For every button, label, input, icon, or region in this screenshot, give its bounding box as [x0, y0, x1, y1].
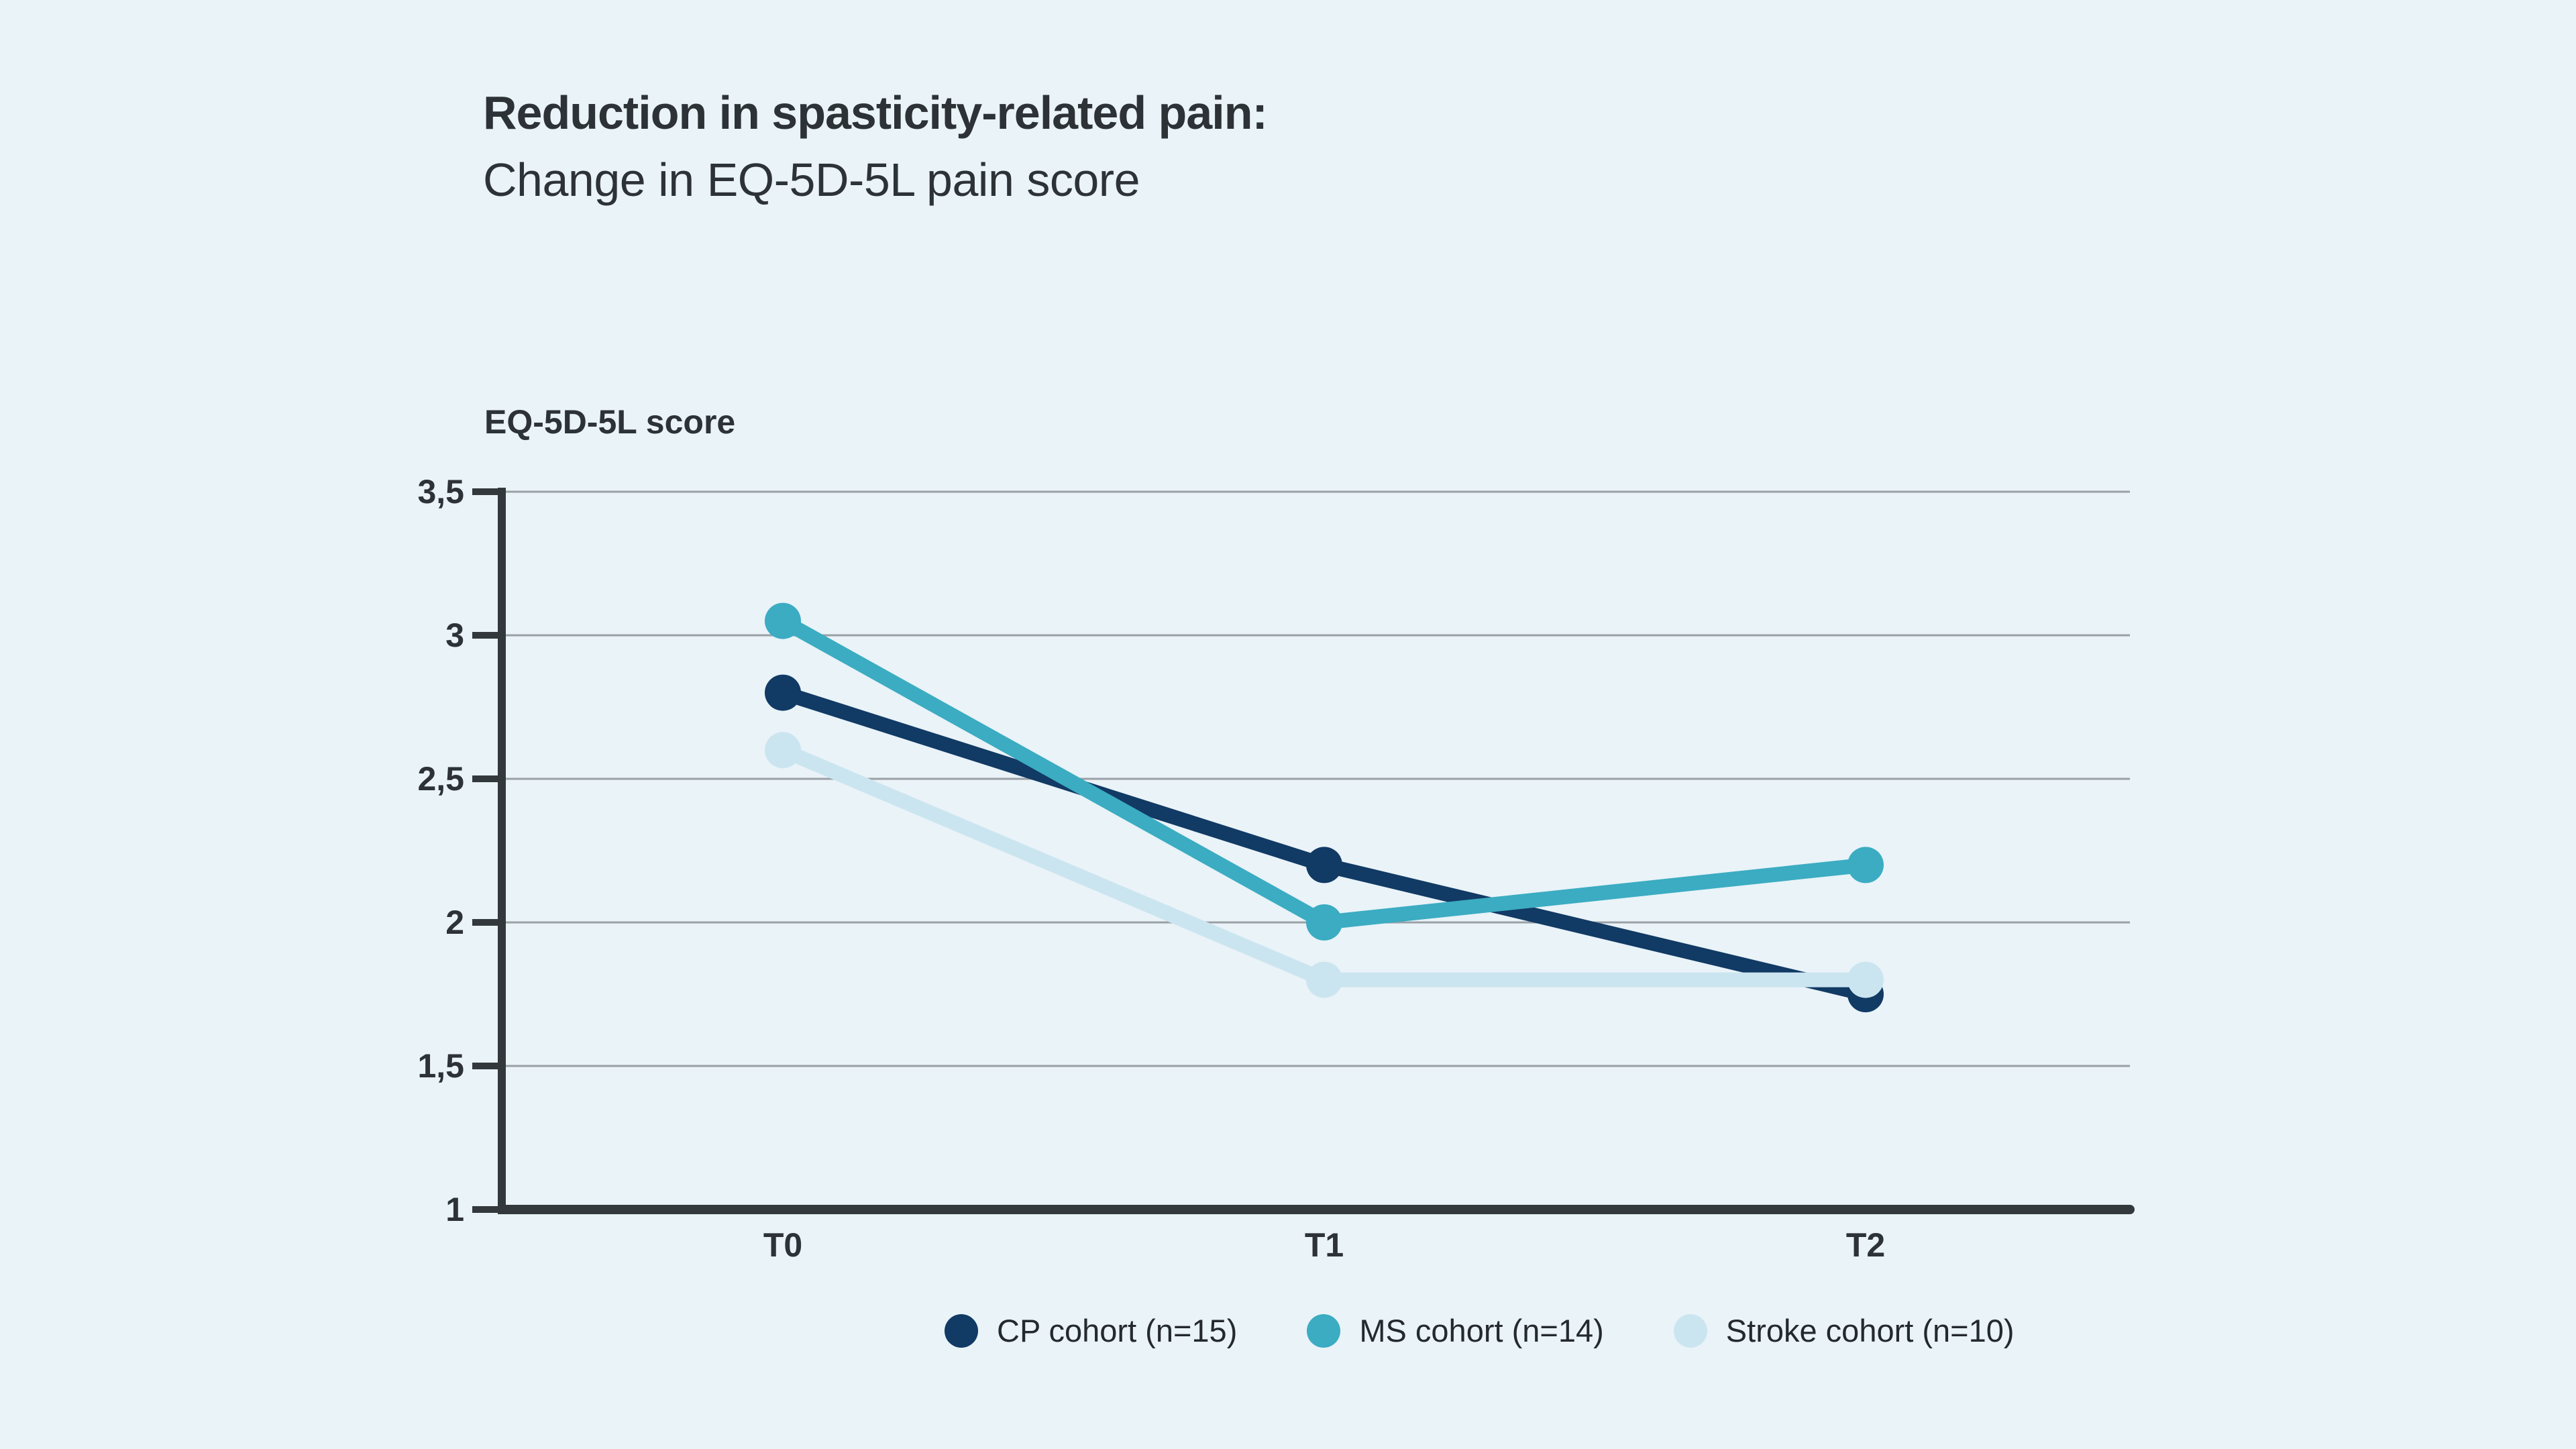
chart-title: Reduction in spasticity-related pain:: [483, 87, 1268, 139]
data-point-ms-t1: [1306, 904, 1342, 941]
data-point-cp-t1: [1306, 847, 1342, 883]
y-tick-label-2: 2: [445, 904, 464, 941]
y-tick-label-1-5: 1,5: [417, 1047, 464, 1085]
chart-subtitle: Change in EQ-5D-5L pain score: [483, 154, 1140, 206]
y-tick-label-2-5: 2,5: [417, 760, 464, 798]
x-tick-label-t2: T2: [1845, 1226, 1886, 1264]
data-point-stroke-t2: [1847, 961, 1884, 998]
legend-dot-icon: [1673, 1313, 1707, 1348]
chart-header: Reduction in spasticity-related pain: Ch…: [483, 79, 1268, 213]
legend-label: MS cohort (n=14): [1359, 1313, 1604, 1348]
data-point-stroke-t0: [765, 732, 801, 769]
data-point-cp-t0: [765, 674, 801, 711]
legend-label: Stroke cohort (n=10): [1725, 1313, 2015, 1348]
chart-legend: CP cohort (n=15) MS cohort (n=14) Stroke c…: [945, 1312, 2015, 1349]
legend-item-cp: CP cohort (n=15): [945, 1312, 1237, 1349]
data-point-ms-t2: [1847, 847, 1884, 883]
legend-dot-icon: [945, 1313, 978, 1348]
series-line-cp: [775, 685, 1873, 1002]
y-tick-label-3: 3: [445, 616, 464, 654]
x-tick-label-t1: T1: [1304, 1226, 1344, 1264]
legend-item-ms: MS cohort (n=14): [1307, 1312, 1604, 1349]
legend-dot-icon: [1307, 1313, 1341, 1348]
data-point-ms-t0: [765, 602, 801, 639]
legend-label: CP cohort (n=15): [997, 1313, 1238, 1348]
data-point-stroke-t1: [1306, 961, 1342, 998]
legend-item-stroke: Stroke cohort (n=10): [1673, 1312, 2015, 1349]
y-axis-title: EQ-5D-5L score: [484, 403, 736, 441]
y-tick-label-3-5: 3,5: [417, 473, 464, 511]
x-tick-label-t0: T0: [763, 1226, 803, 1264]
y-tick-label-1: 1: [445, 1191, 464, 1228]
